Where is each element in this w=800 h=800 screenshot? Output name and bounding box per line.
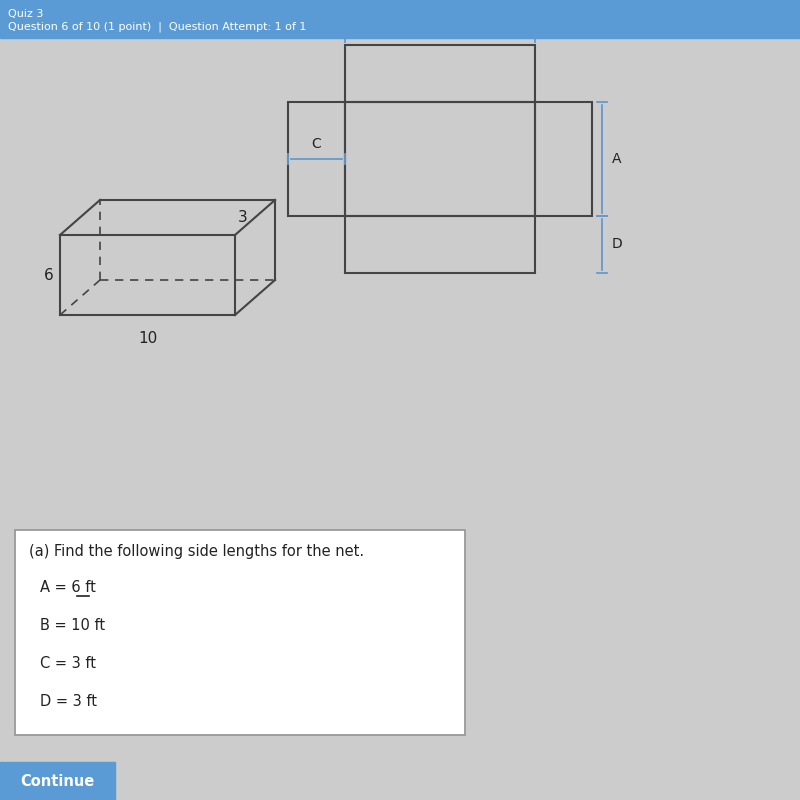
Text: D: D	[612, 238, 622, 251]
Bar	[288, 102, 345, 216]
Text: Quiz 3: Quiz 3	[8, 9, 43, 19]
Text: A = 6 ft: A = 6 ft	[40, 580, 96, 595]
Text: B: B	[435, 15, 445, 29]
Text: A: A	[612, 152, 622, 166]
Bar	[345, 216, 535, 273]
Bar	[345, 102, 535, 216]
Bar	[535, 102, 592, 216]
Bar	[0, 0, 800, 38]
Bar	[15, 530, 465, 735]
Text: 3: 3	[238, 210, 248, 225]
Text: (a) Find the following side lengths for the net.: (a) Find the following side lengths for …	[29, 544, 364, 559]
Text: Continue: Continue	[20, 774, 94, 789]
Text: B = 10 ft: B = 10 ft	[40, 618, 105, 633]
Text: D = 3 ft: D = 3 ft	[40, 694, 97, 709]
Text: 10: 10	[138, 331, 157, 346]
Bar	[0, 762, 115, 800]
Text: C = 3 ft: C = 3 ft	[40, 656, 96, 671]
Text: 6: 6	[44, 267, 54, 282]
Bar	[345, 45, 535, 102]
Text: Question 6 of 10 (1 point)  |  Question Attempt: 1 of 1: Question 6 of 10 (1 point) | Question At…	[8, 21, 306, 31]
Text: C: C	[312, 137, 322, 151]
